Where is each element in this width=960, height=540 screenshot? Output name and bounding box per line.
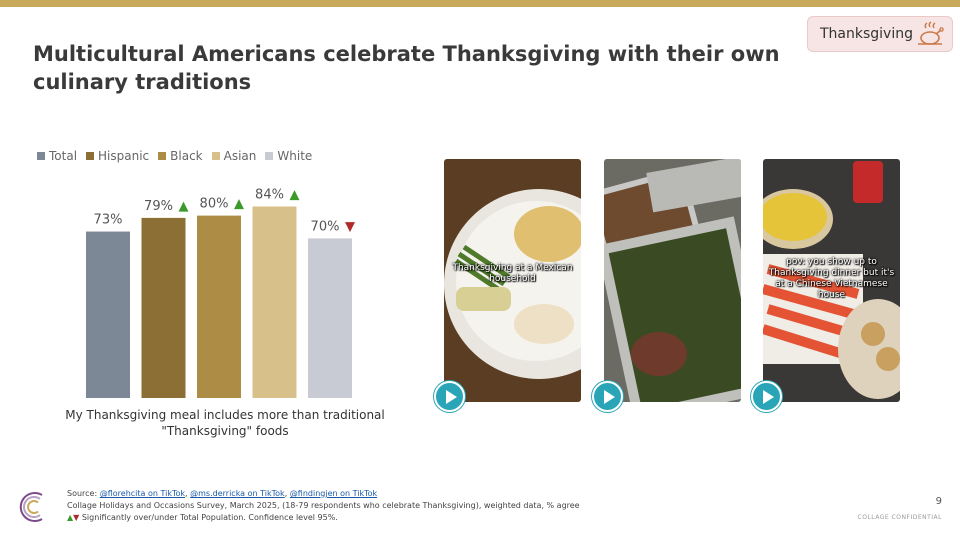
- footer-notes: Source: @florehcita on TikTok, @ms.derri…: [67, 488, 580, 524]
- source-link-florehcita[interactable]: @florehcita on TikTok: [99, 489, 186, 498]
- tiktok-video-1[interactable]: Thanksgiving at a Mexican household: [444, 159, 581, 402]
- page-number: 9: [935, 496, 942, 507]
- legend-item-white: White: [265, 149, 312, 163]
- significance-note: ▲▼ Significantly over/under Total Popula…: [67, 513, 338, 522]
- legend-item-black: Black: [158, 149, 203, 163]
- video-caption-1: Thanksgiving at a Mexican household: [452, 263, 573, 284]
- play-icon[interactable]: [592, 381, 623, 412]
- bar-asian: [252, 206, 297, 398]
- source-line: Source: @florehcita on TikTok, @ms.derri…: [67, 489, 378, 498]
- tiktok-video-3[interactable]: pov: you show up to Thanksgiving dinner …: [763, 159, 900, 402]
- bar-chart: 73% 79% ▲ 80% ▲ 84% ▲ 70% ▼: [86, 187, 355, 398]
- legend-item-hispanic: Hispanic: [86, 149, 149, 163]
- legend-item-asian: Asian: [211, 149, 256, 163]
- video-thumbnail-2: [604, 159, 741, 402]
- down-arrow-icon: ▼: [73, 513, 80, 522]
- bar-total: [86, 231, 130, 398]
- chart-caption: My Thanksgiving meal includes more than …: [65, 408, 385, 438]
- down-arrow-icon-white: ▼: [345, 219, 355, 234]
- collage-logo: [19, 492, 43, 522]
- up-arrow-icon: ▲: [67, 513, 74, 522]
- confidential-label: COLLAGE CONFIDENTIAL: [857, 514, 942, 521]
- source-link-ms-derricka[interactable]: @ms.derricka on TikTok: [190, 489, 285, 498]
- tiktok-video-2[interactable]: [604, 159, 741, 402]
- legend-item-total: Total: [37, 149, 77, 163]
- up-arrow-icon-asian: ▲: [290, 187, 300, 202]
- up-arrow-icon-hispanic: ▲: [179, 199, 189, 214]
- bar-white: [308, 238, 352, 398]
- topic-tag: Thanksgiving: [807, 16, 953, 52]
- data-label-black: 80%: [200, 197, 229, 212]
- data-label-asian: 84%: [255, 187, 284, 202]
- video-caption-3: pov: you show up to Thanksgiving dinner …: [768, 257, 895, 300]
- source-link-findingjen[interactable]: @findingjen on TikTok: [289, 489, 378, 498]
- play-icon[interactable]: [751, 381, 782, 412]
- survey-note: Collage Holidays and Occasions Survey, M…: [67, 501, 580, 510]
- topic-tag-label: Thanksgiving: [820, 26, 913, 42]
- chart-legend: Total Hispanic Black Asian White: [37, 149, 312, 163]
- bar-hispanic: [141, 217, 186, 398]
- up-arrow-icon-black: ▲: [234, 197, 244, 212]
- bar-black: [197, 215, 241, 398]
- video-thumbnail-1: [444, 159, 581, 402]
- data-label-hispanic: 79%: [144, 199, 173, 214]
- data-label-white: 70%: [311, 219, 340, 234]
- roast-turkey-icon: [918, 21, 944, 45]
- page-title: Multicultural Americans celebrate Thanks…: [33, 42, 780, 94]
- video-thumbnail-3: [763, 159, 900, 402]
- data-label-total: 73%: [94, 213, 123, 228]
- accent-top-bar: [0, 0, 960, 7]
- play-icon[interactable]: [434, 381, 465, 412]
